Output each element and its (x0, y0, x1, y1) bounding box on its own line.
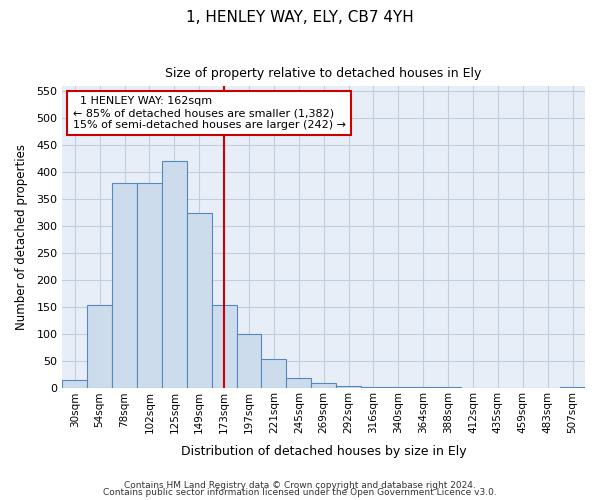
Bar (361, 387, 386, 388)
Bar (162, 162, 187, 388)
Text: Contains public sector information licensed under the Open Government Licence v3: Contains public sector information licen… (103, 488, 497, 497)
Bar (386, 387, 411, 388)
Bar (236, 334, 262, 388)
Text: Contains HM Land Registry data © Crown copyright and database right 2024.: Contains HM Land Registry data © Crown c… (124, 480, 476, 490)
Text: 1 HENLEY WAY: 162sqm  
← 85% of detached houses are smaller (1,382)
15% of semi-: 1 HENLEY WAY: 162sqm ← 85% of detached h… (73, 96, 346, 130)
Bar (62, 380, 87, 388)
Bar (87, 304, 112, 388)
Bar (262, 359, 286, 388)
Title: Size of property relative to detached houses in Ely: Size of property relative to detached ho… (166, 68, 482, 80)
Bar (286, 378, 311, 388)
Y-axis label: Number of detached properties: Number of detached properties (15, 144, 28, 330)
X-axis label: Distribution of detached houses by size in Ely: Distribution of detached houses by size … (181, 444, 466, 458)
Bar (212, 304, 236, 388)
Bar (311, 383, 336, 388)
Bar (137, 183, 162, 388)
Text: 1, HENLEY WAY, ELY, CB7 4YH: 1, HENLEY WAY, ELY, CB7 4YH (186, 10, 414, 25)
Bar (112, 183, 137, 388)
Bar (336, 386, 361, 388)
Bar (187, 213, 212, 388)
